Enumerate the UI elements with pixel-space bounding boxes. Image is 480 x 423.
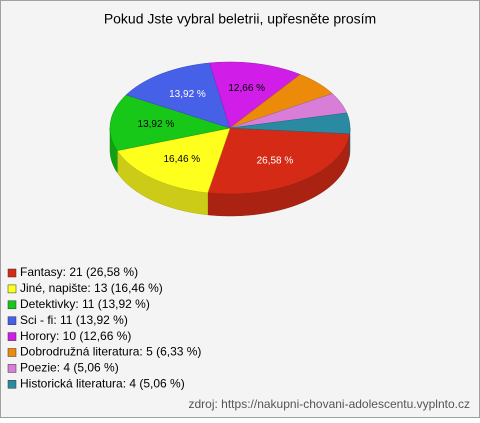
legend-swatch — [8, 364, 16, 372]
legend-label: Detektivky: 11 (13,92 %) — [20, 297, 150, 311]
legend-label: Poezie: 4 (5,06 %) — [20, 361, 119, 375]
legend-swatch — [8, 269, 16, 277]
legend-label: Jiné, napište: 13 (16,46 %) — [20, 281, 163, 295]
source: zdroj: https://nakupni-chovani-adolescen… — [189, 397, 471, 411]
legend-label: Historická literatura: 4 (5,06 %) — [20, 376, 185, 390]
legend-swatch — [8, 333, 16, 341]
legend-label: Sci - fi: 11 (13,92 %) — [20, 313, 128, 327]
slice-label: 12,66 % — [228, 83, 265, 94]
legend-swatch — [8, 285, 16, 293]
slice-label: 13,92 % — [138, 119, 175, 130]
slice-label: 26,58 % — [257, 155, 294, 166]
legend-label: Fantasy: 21 (26,58 %) — [20, 265, 138, 279]
legend-swatch — [8, 317, 16, 325]
slice-label: 13,92 % — [169, 89, 206, 100]
legend-label: Horory: 10 (12,66 %) — [20, 329, 131, 343]
slice-label: 16,46 % — [163, 154, 200, 165]
legend-label: Dobrodružná literatura: 5 (6,33 %) — [20, 345, 201, 359]
chart-title: Pokud Jste vybral beletrii, upřesněte pr… — [104, 11, 376, 27]
legend-swatch — [8, 380, 16, 388]
legend-swatch — [8, 301, 16, 309]
legend-swatch — [8, 349, 16, 357]
